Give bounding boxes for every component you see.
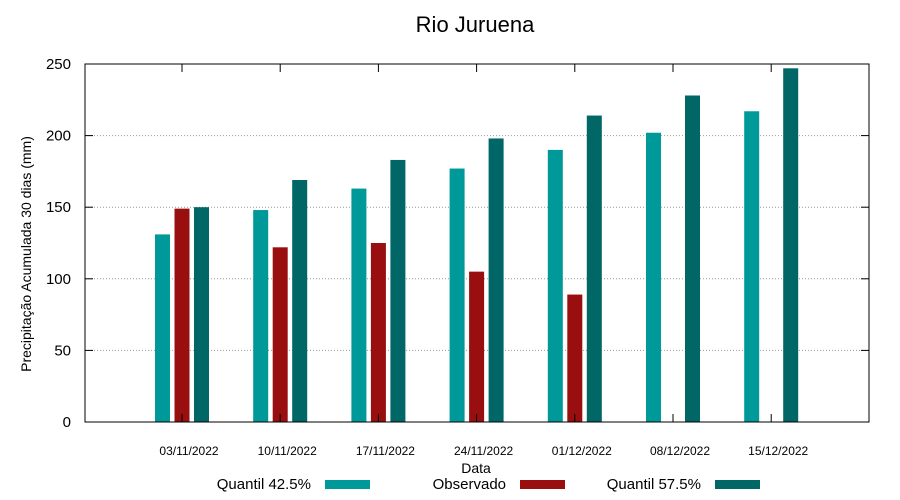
y-axis-label: Precipitação Acumulada 30 dias (mm) (18, 136, 34, 372)
y-tick-label: 100 (46, 271, 71, 288)
bar-quantil-42-5- (351, 188, 367, 422)
x-tick-label: 10/11/2022 (258, 444, 317, 458)
bar-quantil-57-5- (586, 115, 602, 422)
legend-swatch (325, 480, 370, 489)
bar-observado (272, 247, 288, 422)
chart-title: Rio Juruena (416, 12, 535, 37)
bar-quantil-42-5- (547, 149, 563, 423)
bar-quantil-57-5- (488, 138, 504, 423)
y-tick-label: 250 (46, 56, 71, 73)
axis-ticks: 0 50 100 150 200 250 03/11/2022 10/11/2022 17/11… (46, 56, 869, 458)
bar-observado (567, 294, 583, 422)
legend-swatch (520, 480, 565, 489)
bar-quantil-42-5- (253, 210, 269, 422)
x-axis-label: Data (461, 460, 491, 476)
bar-quantil-57-5- (783, 68, 799, 423)
legend-label: Quantil 57.5% (607, 476, 701, 493)
x-tick-label: 17/11/2022 (356, 444, 415, 458)
legend-label: Quantil 42.5% (217, 476, 311, 493)
x-tick-label: 01/12/2022 (552, 444, 612, 458)
bar-observado (370, 243, 386, 422)
bar-quantil-42-5- (449, 168, 465, 422)
x-tick-label: 15/12/2022 (748, 444, 808, 458)
x-tick-label: 08/12/2022 (650, 444, 710, 458)
bar-observado (469, 271, 485, 422)
bar-quantil-42-5- (744, 111, 760, 423)
legend: Quantil 42.5% Observado Quantil 57.5% (217, 476, 760, 493)
y-tick-label: 150 (46, 199, 71, 216)
bar-quantil-42-5- (646, 132, 661, 422)
bar-quantil-57-5- (292, 179, 308, 422)
bars (155, 68, 799, 423)
bar-observado (174, 208, 190, 422)
bar-quantil-57-5- (194, 207, 209, 422)
bar-quantil-57-5- (390, 159, 406, 422)
x-tick-label: 03/11/2022 (159, 444, 218, 458)
y-tick-label: 50 (54, 342, 71, 359)
legend-label: Observado (433, 476, 506, 493)
y-tick-label: 0 (63, 414, 71, 431)
y-tick-label: 200 (46, 128, 71, 145)
x-tick-label: 24/11/2022 (454, 444, 513, 458)
bar-quantil-42-5- (155, 234, 170, 422)
bar-quantil-57-5- (685, 95, 700, 422)
legend-swatch (715, 480, 760, 489)
